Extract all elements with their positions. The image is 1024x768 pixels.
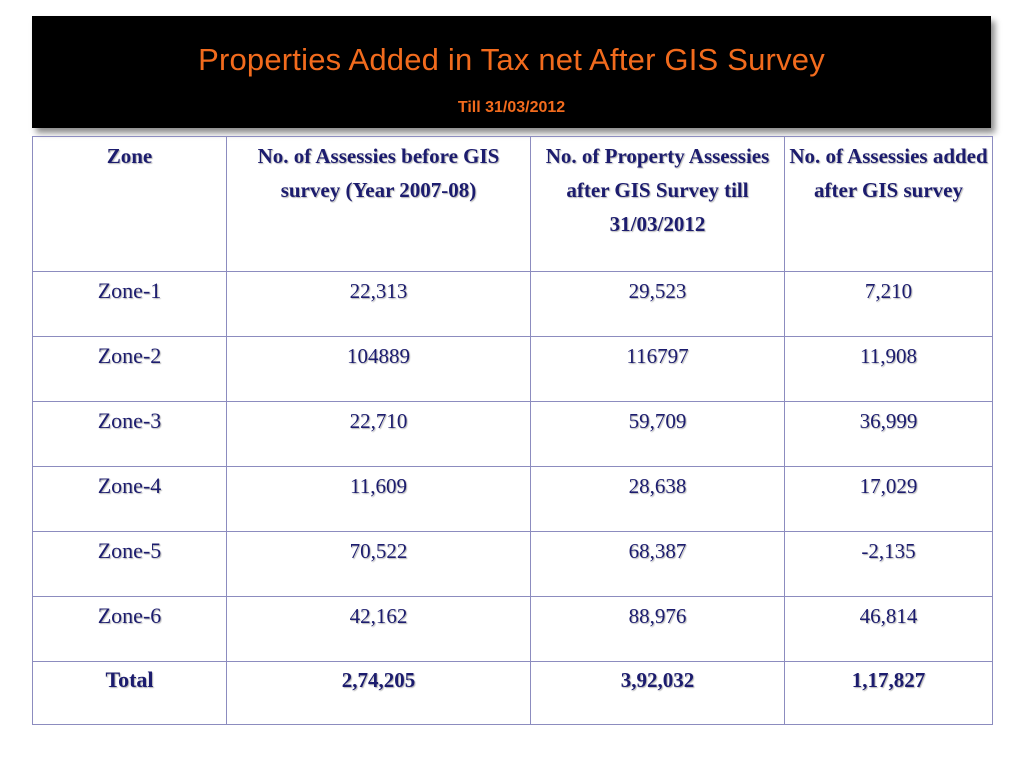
table-row: Zone-1 22,313 29,523 7,210 bbox=[32, 271, 993, 337]
table-row: Zone-4 11,609 28,638 17,029 bbox=[32, 466, 993, 532]
table-row: Zone-5 70,522 68,387 -2,135 bbox=[32, 531, 993, 597]
after-cell: 29,523 bbox=[530, 271, 785, 337]
added-cell: 17,029 bbox=[784, 466, 993, 532]
before-cell: 22,313 bbox=[226, 271, 531, 337]
zone-cell: Zone-3 bbox=[32, 401, 227, 467]
title-band: Properties Added in Tax net After GIS Su… bbox=[32, 16, 991, 128]
total-row: Total 2,74,205 3,92,032 1,17,827 bbox=[32, 661, 993, 725]
total-added-cell: 1,17,827 bbox=[784, 661, 993, 725]
added-cell: 36,999 bbox=[784, 401, 993, 467]
added-cell: -2,135 bbox=[784, 531, 993, 597]
before-cell: 22,710 bbox=[226, 401, 531, 467]
after-cell: 28,638 bbox=[530, 466, 785, 532]
table-row: Zone-2 104889 116797 11,908 bbox=[32, 336, 993, 402]
zone-cell: Zone-2 bbox=[32, 336, 227, 402]
before-cell: 42,162 bbox=[226, 596, 531, 662]
header-assessies-before: No. of Assessies before GIS survey (Year… bbox=[226, 136, 531, 272]
table-row: Zone-3 22,710 59,709 36,999 bbox=[32, 401, 993, 467]
before-cell: 104889 bbox=[226, 336, 531, 402]
header-assessies-added: No. of Assessies added after GIS survey bbox=[784, 136, 993, 272]
assessies-table: Zone No. of Assessies before GIS survey … bbox=[32, 136, 993, 725]
zone-cell: Zone-1 bbox=[32, 271, 227, 337]
before-cell: 70,522 bbox=[226, 531, 531, 597]
zone-cell: Zone-5 bbox=[32, 531, 227, 597]
zone-cell: Zone-4 bbox=[32, 466, 227, 532]
table-header-row: Zone No. of Assessies before GIS survey … bbox=[32, 136, 993, 272]
header-assessies-after: No. of Property Assessies after GIS Surv… bbox=[530, 136, 785, 272]
after-cell: 116797 bbox=[530, 336, 785, 402]
table-row: Zone-6 42,162 88,976 46,814 bbox=[32, 596, 993, 662]
added-cell: 11,908 bbox=[784, 336, 993, 402]
total-before-cell: 2,74,205 bbox=[226, 661, 531, 725]
header-zone: Zone bbox=[32, 136, 227, 272]
slide-subtitle: Till 31/03/2012 bbox=[457, 99, 566, 116]
after-cell: 88,976 bbox=[530, 596, 785, 662]
slide-title: Properties Added in Tax net After GIS Su… bbox=[198, 42, 825, 77]
total-label: Total bbox=[32, 661, 227, 725]
before-cell: 11,609 bbox=[226, 466, 531, 532]
after-cell: 59,709 bbox=[530, 401, 785, 467]
after-cell: 68,387 bbox=[530, 531, 785, 597]
total-after-cell: 3,92,032 bbox=[530, 661, 785, 725]
added-cell: 7,210 bbox=[784, 271, 993, 337]
added-cell: 46,814 bbox=[784, 596, 993, 662]
zone-cell: Zone-6 bbox=[32, 596, 227, 662]
